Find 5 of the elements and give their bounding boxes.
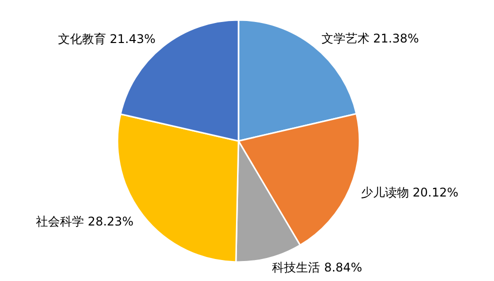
- slice-label: 文化教育 21.43%: [58, 32, 156, 46]
- slice-label: 文学艺术 21.38%: [321, 32, 419, 46]
- slice-label: 少儿读物 20.12%: [360, 185, 458, 200]
- slice-label: 社会科学 28.23%: [36, 214, 134, 228]
- slice-label: 科技生活 8.84%: [272, 260, 362, 274]
